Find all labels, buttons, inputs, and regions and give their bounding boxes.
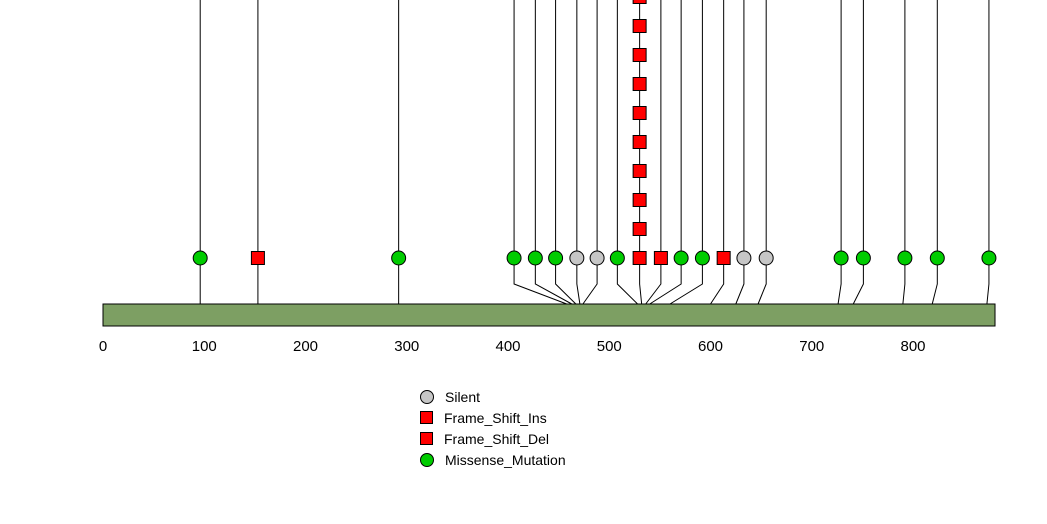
- axis-tick-label: 600: [698, 338, 723, 355]
- missense-marker-icon: [420, 452, 434, 467]
- lollipop-connector: [534, 258, 573, 305]
- axis-tick-label: 700: [799, 338, 824, 355]
- mutation-marker: [632, 106, 647, 120]
- lollipop-connector: [757, 258, 767, 305]
- mutation-marker: [632, 135, 647, 149]
- frame-shift-del-marker-icon: [420, 432, 433, 445]
- lollipop-connector: [669, 258, 703, 305]
- axis-tick-label: 0: [99, 338, 107, 355]
- mutation-marker: [391, 250, 407, 266]
- gene-bar-layer: [102, 303, 996, 327]
- mutation-marker: [758, 250, 774, 266]
- axis-tick-label: 300: [394, 338, 419, 355]
- mutation-marker: [929, 250, 945, 266]
- mutation-marker: [527, 250, 543, 266]
- lollipop-connector: [931, 258, 938, 305]
- mutation-marker: [548, 250, 564, 266]
- mutation-marker: [632, 19, 647, 33]
- mutation-marker: [897, 250, 913, 266]
- mutation-marker: [673, 250, 689, 266]
- legend-item-missense: Missense_Mutation: [420, 449, 566, 470]
- axis-tick-label: 200: [293, 338, 318, 355]
- mutation-marker: [192, 250, 208, 266]
- silent-marker-icon: [420, 389, 434, 404]
- lollipop-connector: [837, 258, 842, 305]
- axis-layer: 0 100 200 300 400 500 600 700 800: [99, 338, 926, 355]
- frame-shift-ins-marker-icon: [420, 411, 433, 424]
- lollipop-connector: [582, 258, 598, 305]
- lollipop-connector: [986, 258, 990, 305]
- mutation-marker: [506, 250, 522, 266]
- lollipop-connector: [735, 258, 745, 305]
- lollipop-connector: [555, 258, 577, 305]
- mutation-marker: [569, 250, 585, 266]
- legend: Silent Frame_Shift_Ins Frame_Shift_Del M…: [420, 386, 566, 470]
- axis-tick-label: 800: [900, 338, 925, 355]
- mutation-marker: [632, 77, 647, 91]
- mutation-marker: [833, 250, 849, 266]
- mutation-marker: [632, 48, 647, 62]
- lollipop-connector: [645, 258, 662, 305]
- markers-layer: [192, 0, 997, 266]
- mutation-marker: [632, 164, 647, 178]
- lollipop-connector: [576, 258, 581, 305]
- lollipop-connector: [902, 258, 906, 305]
- stems-layer: [199, 0, 990, 305]
- lollipop-connector: [852, 258, 864, 305]
- lollipop-connector: [649, 258, 682, 305]
- axis-tick-label: 400: [495, 338, 520, 355]
- legend-label-missense: Missense_Mutation: [445, 451, 566, 468]
- mutation-marker: [609, 250, 625, 266]
- legend-label-frame-shift-del: Frame_Shift_Del: [444, 430, 550, 447]
- legend-item-silent: Silent: [420, 386, 566, 407]
- legend-item-frame-shift-del: Frame_Shift_Del: [420, 428, 566, 449]
- mutation-marker: [250, 251, 265, 265]
- lollipop-connector: [616, 258, 638, 305]
- mutation-marker: [632, 193, 647, 207]
- mutation-marker: [981, 250, 997, 266]
- mutation-marker: [736, 250, 752, 266]
- legend-label-silent: Silent: [445, 388, 481, 405]
- axis-tick-label: 500: [597, 338, 622, 355]
- mutation-marker: [632, 251, 647, 265]
- mutation-marker: [855, 250, 871, 266]
- axis-tick-label: 100: [192, 338, 217, 355]
- mutation-marker: [653, 251, 668, 265]
- mutation-marker: [589, 250, 605, 266]
- mutation-marker: [694, 250, 710, 266]
- mutation-marker: [716, 251, 731, 265]
- legend-item-frame-shift-ins: Frame_Shift_Ins: [420, 407, 566, 428]
- gene-bar: [102, 303, 996, 327]
- lollipop-connector: [710, 258, 725, 305]
- lollipop-connector: [513, 258, 567, 305]
- legend-label-frame-shift-ins: Frame_Shift_Ins: [444, 409, 547, 426]
- mutation-marker: [632, 0, 647, 4]
- lollipop-connector: [639, 258, 643, 305]
- mutation-marker: [632, 222, 647, 236]
